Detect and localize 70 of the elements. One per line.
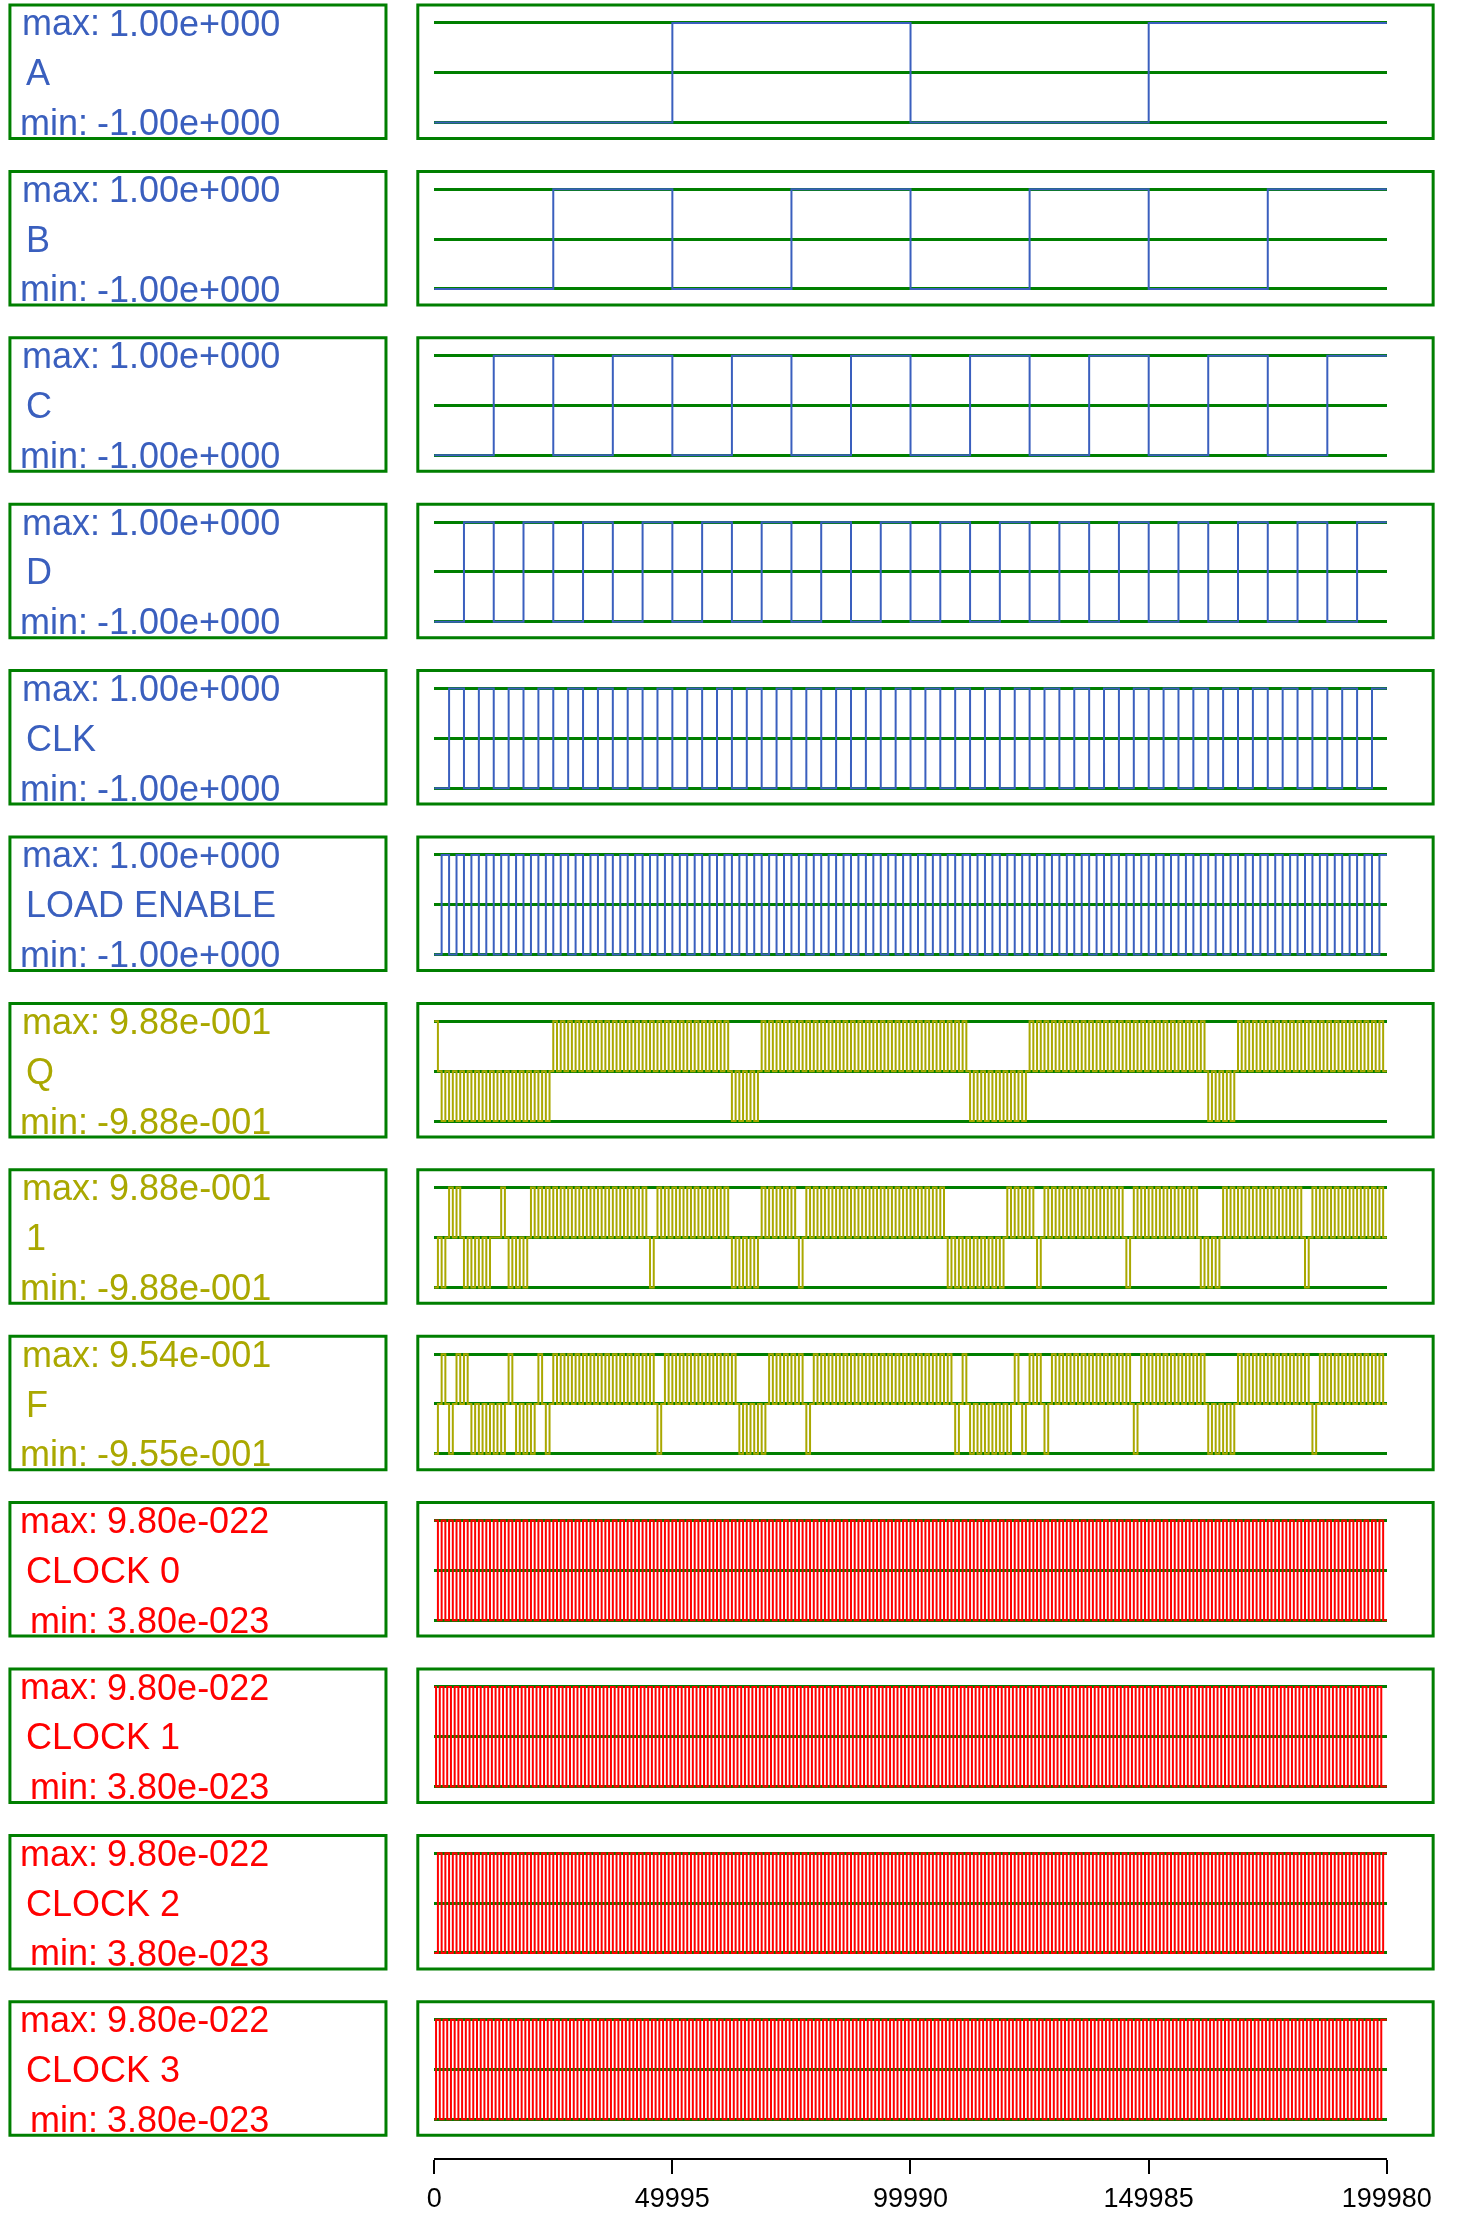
text: min: (30, 1766, 99, 1807)
y-axis-title: CLOCK 3 (26, 2049, 181, 2090)
text: max: (22, 1001, 101, 1042)
y-axis-title: LOAD ENABLE (26, 884, 277, 925)
y-axis-title: D (26, 551, 52, 592)
y-tick-label: 9.54e-001 (109, 1333, 272, 1375)
y-axis-title: CLK (26, 718, 97, 759)
y-axis-title: CLOCK 2 (26, 1883, 181, 1924)
x-tick-label: 199980 (1341, 2182, 1432, 2213)
y-tick-label: 9.88e-001 (109, 1000, 272, 1042)
y-axis-title: CLOCK 0 (26, 1550, 181, 1591)
text: min: (20, 1267, 89, 1308)
text: max: (22, 1167, 101, 1208)
text: min: (20, 601, 89, 642)
y-tick-label: -1.00e+000 (97, 102, 281, 144)
text: max: (22, 2, 101, 43)
text: min: (20, 102, 89, 143)
text: max: (22, 502, 101, 543)
text: max: (20, 1500, 99, 1541)
y-tick-label: 3.80e-023 (107, 1766, 270, 1808)
y-tick-label: 9.80e-022 (107, 1832, 270, 1874)
text: min: (30, 2099, 99, 2140)
y-axis-title: B (26, 219, 51, 260)
text: max: (22, 335, 101, 376)
y-axis-title: C (26, 385, 52, 426)
y-tick-label: -1.00e+000 (97, 767, 281, 809)
text: max: (20, 1666, 99, 1707)
x-tick-label: 0 (426, 2182, 442, 2213)
x-tick-label: 99990 (872, 2182, 949, 2213)
y-tick-label: 9.88e-001 (109, 1167, 272, 1209)
y-tick-label: 1.00e+000 (109, 501, 281, 543)
text: max: (20, 1999, 99, 2040)
y-tick-label: -1.00e+000 (97, 434, 281, 476)
y-tick-label: -1.00e+000 (97, 601, 281, 643)
text: min: (20, 1101, 89, 1142)
y-tick-label: -1.00e+000 (97, 268, 281, 310)
y-tick-label: 1.00e+000 (109, 168, 281, 210)
y-tick-label: 1.00e+000 (109, 834, 281, 876)
y-axis-title: A (26, 52, 51, 93)
text: max: (22, 1334, 101, 1375)
y-tick-label: 9.80e-022 (107, 1500, 270, 1542)
x-tick-label: 149985 (1103, 2182, 1194, 2213)
x-tick-label: 49995 (634, 2182, 710, 2213)
text: min: (20, 268, 89, 309)
text: max: (22, 834, 101, 875)
y-tick-label: 1.00e+000 (109, 335, 281, 377)
y-tick-label: -1.00e+000 (97, 934, 281, 976)
y-tick-label: 1.00e+000 (109, 668, 281, 710)
y-tick-label: -9.88e-001 (97, 1267, 272, 1309)
y-axis-title: Q (26, 1051, 55, 1092)
y-axis-title: CLOCK 1 (26, 1716, 181, 1757)
y-axis-title: F (26, 1384, 48, 1425)
text: min: (20, 768, 89, 809)
y-tick-label: 9.80e-022 (107, 1999, 270, 2041)
text: min: (30, 1600, 99, 1641)
y-tick-label: -9.55e-001 (97, 1433, 272, 1475)
text: max: (20, 1833, 99, 1874)
text: max: (22, 668, 101, 709)
y-tick-label: -9.88e-001 (97, 1100, 272, 1142)
text: min: (20, 435, 89, 476)
text: min: (20, 934, 89, 975)
y-tick-label: 9.80e-022 (107, 1666, 270, 1708)
y-tick-label: 3.80e-023 (107, 1932, 270, 1974)
y-tick-label: 3.80e-023 (107, 2098, 270, 2140)
y-tick-label: 1.00e+000 (109, 2, 281, 44)
y-tick-label: 3.80e-023 (107, 1599, 270, 1641)
text: min: (20, 1433, 89, 1474)
y-axis-title: 1 (26, 1217, 47, 1258)
text: min: (30, 1932, 99, 1973)
text: max: (22, 169, 101, 210)
